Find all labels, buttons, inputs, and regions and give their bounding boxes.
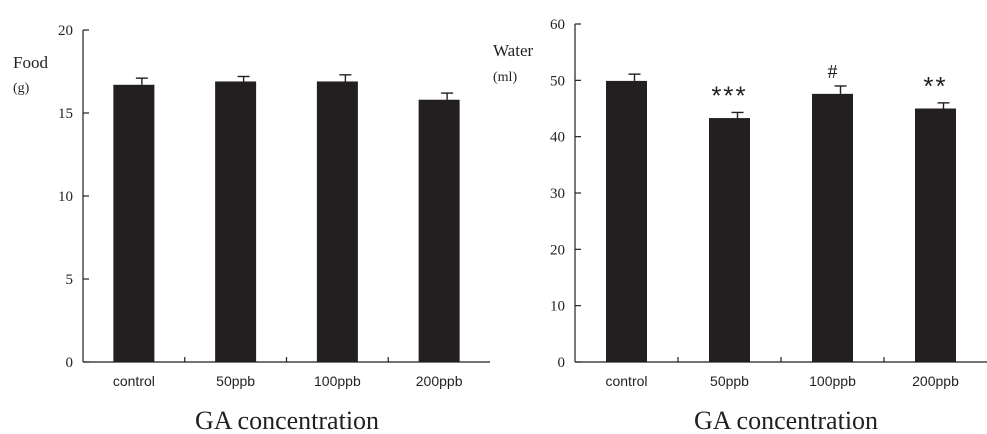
bar [606, 80, 647, 362]
bar [812, 93, 853, 362]
x-tick-label: 200ppb [912, 373, 959, 389]
y-tick-label: 10 [550, 299, 565, 315]
significance-label: ** [923, 71, 947, 101]
y-axis-unit: (g) [13, 81, 30, 96]
y-tick-label: 40 [550, 130, 565, 146]
bar [113, 84, 155, 362]
y-tick-label: 5 [66, 272, 74, 288]
y-tick-label: 20 [58, 23, 73, 39]
bar [316, 81, 358, 363]
x-axis-label: GA concentration [195, 406, 379, 434]
significance-label: *** [711, 80, 747, 110]
y-axis-label: Food [13, 53, 48, 72]
y-axis-label: Water [493, 41, 533, 60]
significance-label: # [828, 61, 838, 83]
x-tick-label: 50ppb [216, 373, 255, 389]
y-tick-label: 0 [558, 355, 566, 371]
y-tick-label: 60 [550, 17, 565, 33]
x-tick-label: 200ppb [416, 373, 463, 389]
x-tick-label: 50ppb [710, 373, 749, 389]
y-tick-label: 50 [550, 73, 565, 89]
y-tick-label: 30 [550, 186, 565, 202]
x-tick-label: control [113, 373, 155, 389]
x-tick-label: 100ppb [314, 373, 361, 389]
x-tick-label: control [605, 373, 647, 389]
y-tick-label: 10 [58, 189, 73, 205]
y-tick-label: 20 [550, 242, 565, 258]
bar [709, 118, 750, 363]
x-axis-label: GA concentration [694, 406, 878, 434]
bar [215, 81, 257, 363]
bar [915, 108, 956, 362]
water-chart: 0 10 20 30 40 50 60 control 50ppb *** 100ppb #200pp… [493, 17, 987, 434]
y-axis-unit: (ml) [493, 70, 517, 85]
x-tick-label: 100ppb [809, 373, 856, 389]
y-tick-label: 15 [58, 106, 73, 122]
food-chart: 0 5 10 15 20 control 50ppb 100ppb 200ppb Food (g) G… [13, 23, 490, 434]
bar [418, 99, 460, 362]
y-tick-label: 0 [66, 355, 74, 371]
